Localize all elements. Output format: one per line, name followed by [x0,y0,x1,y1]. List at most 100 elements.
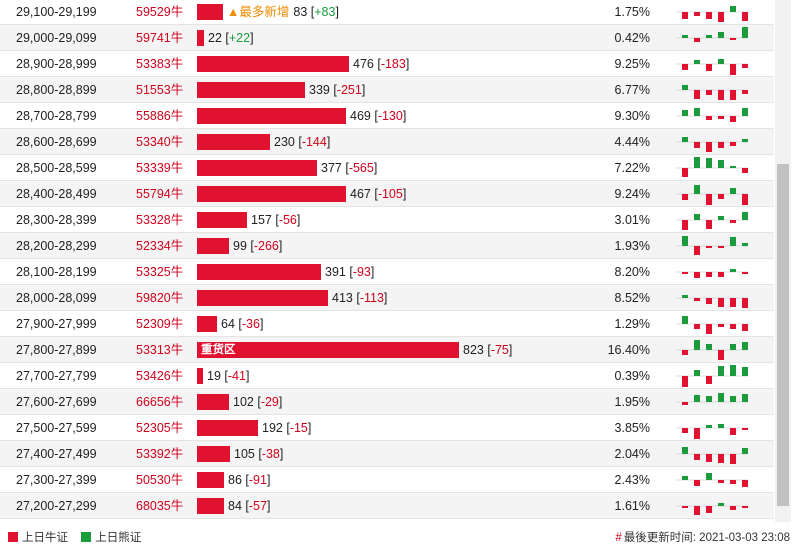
warrant-code-link[interactable]: 50530牛 [136,473,184,487]
volume-label: 469 [-130] [350,109,407,123]
sparkline-bar [706,35,712,38]
table-row[interactable]: 27,700-27,799 53426牛 19 [-41] 0.39% [0,363,774,389]
sparkline-bar [718,160,724,168]
sparkline-bar [730,365,736,376]
table-row[interactable]: 28,900-28,999 53383牛 476 [-183] 9.25% [0,51,774,77]
warrant-code-link[interactable]: 68035牛 [136,499,184,513]
table-row[interactable]: 28,200-28,299 52334牛 99 [-266] 1.93% [0,233,774,259]
sparkline-bar [718,350,724,360]
table-row[interactable]: 28,100-28,199 53325牛 391 [-93] 8.20% [0,259,774,285]
sparkline-bar [682,428,688,433]
volume-change: +22 [228,31,251,45]
warrant-code-link[interactable]: 53392牛 [136,447,184,461]
volume-count: 467 [350,187,371,201]
volume-change: -75 [490,343,509,357]
volume-label: 19 [-41] [207,369,250,383]
table-row[interactable]: 28,300-28,399 53328牛 157 [-56] 3.01% [0,207,774,233]
table-row[interactable]: 28,000-28,099 59820牛 413 [-113] 8.52% [0,285,774,311]
sparkline-bar [718,116,724,119]
table-row[interactable]: 28,500-28,599 53339牛 377 [-565] 7.22% [0,155,774,181]
sparkline-bar [742,168,748,173]
warrant-code-link[interactable]: 59741牛 [136,31,184,45]
volume-label: 102 [-29] [233,395,283,409]
sparkline-bar [694,395,700,402]
sparkline-bar [742,108,748,116]
volume-change: -15 [289,421,308,435]
sparkline-bar [694,324,700,329]
warrant-code-link[interactable]: 51553牛 [136,83,184,97]
sparkline-bar [730,220,736,223]
volume-change: -36 [241,317,260,331]
warrant-code-link[interactable]: 59529牛 [136,5,184,19]
warrant-code-link[interactable]: 53339牛 [136,161,184,175]
trend-sparkline [676,185,748,205]
sparkline-bar [694,12,700,16]
warrant-code-link[interactable]: 53325牛 [136,265,184,279]
warrant-code-link[interactable]: 66656牛 [136,395,184,409]
volume-label: 157 [-56] [251,213,301,227]
scrollbar[interactable] [775,0,791,522]
sparkline-bar [742,12,748,21]
volume-bar [197,4,223,20]
sparkline-bar [742,506,748,508]
table-row[interactable]: 27,300-27,399 50530牛 86 [-91] 2.43% [0,467,774,493]
warrant-code-link[interactable]: 59820牛 [136,291,184,305]
volume-label: 391 [-93] [325,265,375,279]
warrant-code-link[interactable]: 55886牛 [136,109,184,123]
sparkline-bar [682,236,688,246]
table-row[interactable]: 29,100-29,199 59529牛 ▲最多新增 83 [+83] 1.75% [0,0,774,25]
sparkline-bar [706,90,712,95]
warrant-code-link[interactable]: 53313牛 [136,343,184,357]
volume-label: 64 [-36] [221,317,264,331]
sparkline-bar [718,216,724,220]
warrant-code-link[interactable]: 52309牛 [136,317,184,331]
trend-sparkline [676,269,748,278]
table-row[interactable]: 27,200-27,299 68035牛 84 [-57] 1.61% [0,493,774,519]
table-row[interactable]: 27,600-27,699 66656牛 102 [-29] 1.95% [0,389,774,415]
table-row[interactable]: 28,400-28,499 55794牛 467 [-105] 9.24% [0,181,774,207]
volume-bar [197,420,258,436]
warrant-code-link[interactable]: 53383牛 [136,57,184,71]
volume-change: -91 [248,473,267,487]
table-row[interactable]: 28,800-28,899 51553牛 339 [-251] 6.77% [0,77,774,103]
warrant-code-link[interactable]: 53340牛 [136,135,184,149]
warrant-code-link[interactable]: 52305牛 [136,421,184,435]
sparkline-bar [694,185,700,194]
scrollbar-thumb[interactable] [777,164,789,506]
table-row[interactable]: 29,000-29,099 59741牛 22 [+22] 0.42% [0,25,774,51]
table-row[interactable]: 28,600-28,699 53340牛 230 [-144] 4.44% [0,129,774,155]
sparkline-bar [694,157,700,168]
sparkline-bar [694,428,700,439]
warrant-code-link[interactable]: 52334牛 [136,239,184,253]
sparkline-bar [718,194,724,199]
warrant-code-link[interactable]: 55794牛 [136,187,184,201]
table-row[interactable]: 27,500-27,599 52305牛 192 [-15] 3.85% [0,415,774,441]
volume-label: 105 [-38] [234,447,284,461]
price-range: 27,200-27,299 [16,499,97,513]
sparkline-bar [730,269,736,272]
sparkline-bar [706,344,712,350]
volume-change: -57 [248,499,267,513]
sparkline-bar [718,393,724,402]
sparkline-bar [730,90,736,100]
percent-share: 1.95% [614,395,650,409]
volume-bar [197,212,247,228]
warrant-code-link[interactable]: 53426牛 [136,369,184,383]
sparkline-bar [730,454,736,464]
percent-share: 2.43% [614,473,650,487]
sparkline-bar [706,64,712,71]
sparkline-bar [706,116,712,120]
sparkline-bar [706,506,712,513]
table-row[interactable]: 27,400-27,499 53392牛 105 [-38] 2.04% [0,441,774,467]
sparkline-bar [718,424,724,428]
table-row[interactable]: 27,800-27,899 53313牛 重货区 823 [-75] 16.40% [0,337,774,363]
volume-bar [197,394,229,410]
warrant-code-link[interactable]: 53328牛 [136,213,184,227]
sparkline-bar [682,194,688,200]
sparkline-bar [730,298,736,307]
price-range: 27,500-27,599 [16,421,97,435]
table-row[interactable]: 27,900-27,999 52309牛 64 [-36] 1.29% [0,311,774,337]
table-row[interactable]: 28,700-28,799 55886牛 469 [-130] 9.30% [0,103,774,129]
last-updated-text: 最後更新时间: 2021-03-03 23:08 [623,532,790,544]
volume-bar [197,316,217,332]
